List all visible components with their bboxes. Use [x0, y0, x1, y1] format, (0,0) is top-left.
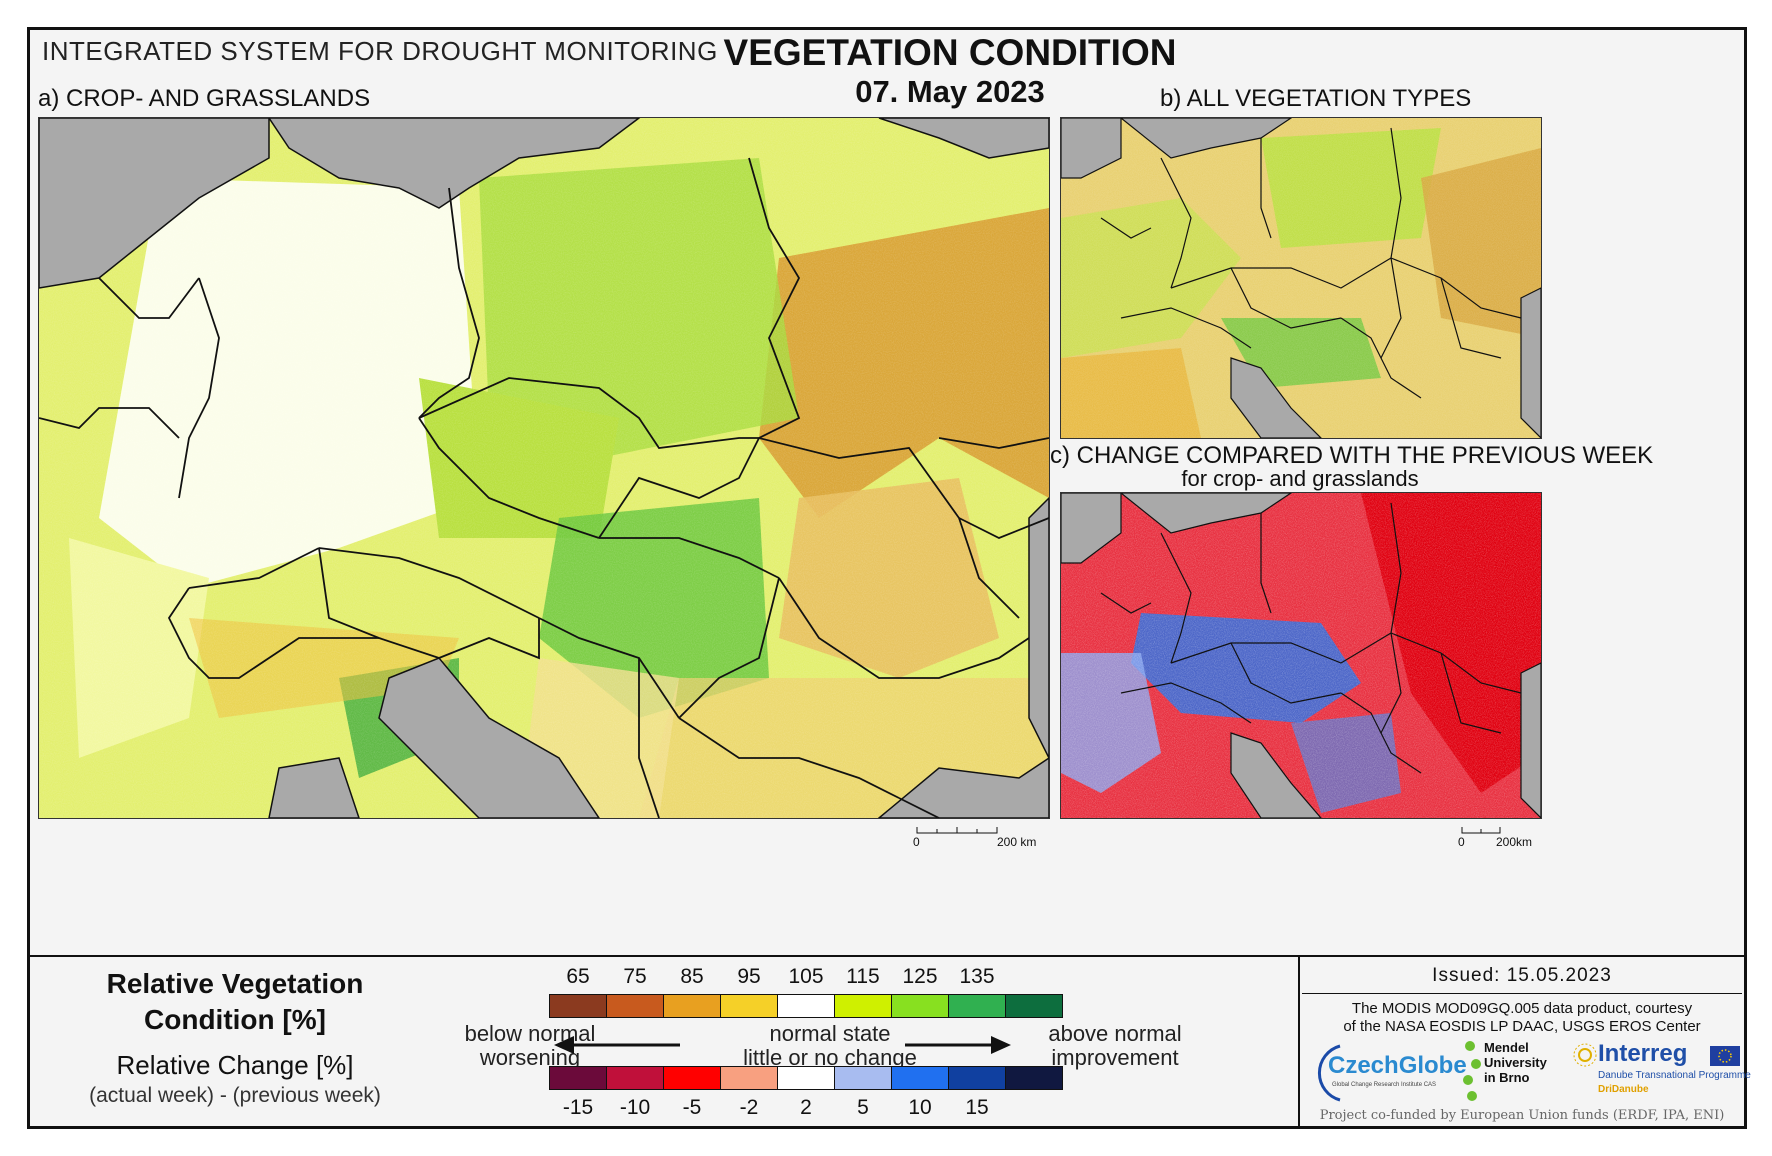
rc-swatch — [834, 1066, 892, 1090]
panel-b-title: b) ALL VEGETATION TYPES — [1160, 85, 1472, 112]
rc-swatch — [1005, 1066, 1063, 1090]
right-arrow-icon — [991, 1036, 1011, 1054]
map-weekly-change — [1060, 492, 1542, 819]
interreg-wordmark: Interreg — [1598, 1040, 1688, 1067]
rc-swatch — [777, 1066, 835, 1090]
rvc-swatch — [948, 994, 1006, 1018]
data-credit-line1: The MODIS MOD09GQ.005 data product, cour… — [1351, 1000, 1693, 1017]
mendel-line1: Mendel — [1484, 1040, 1529, 1055]
mendel-line2: University — [1484, 1055, 1547, 1070]
rc-title: Relative Change [%] — [116, 1050, 354, 1080]
rc-tick-label: 2 — [800, 1096, 812, 1119]
normal-state-line1: normal state — [769, 1021, 891, 1046]
scalebar-c-end: 200km — [1496, 835, 1533, 849]
rvc-title-line2: Condition [%] — [144, 1004, 326, 1035]
panel-c-subtitle: for crop- and grasslands — [1181, 466, 1419, 491]
dridanube-wordmark: DriDanube — [1598, 1084, 1649, 1095]
scalebar-c-graphic — [1461, 827, 1501, 834]
main-title: VEGETATION CONDITION — [723, 32, 1177, 73]
map-all-vegetation — [1060, 117, 1542, 439]
czechglobe-wordmark: CzechGlobe — [1328, 1052, 1467, 1079]
data-credit: The MODIS MOD09GQ.005 data product, cour… — [1302, 1000, 1742, 1036]
date-label: 07. May 2023 — [855, 74, 1045, 109]
czechglobe-logo: CzechGlobe Global Change Research Instit… — [1310, 1042, 1467, 1102]
mendel-dots-icon — [1463, 1041, 1481, 1101]
above-normal-label: above normal improvement — [1015, 1022, 1215, 1070]
normal-state-label: normal state little or no change — [730, 1022, 930, 1070]
rc-swatch — [720, 1066, 778, 1090]
legend-divider — [30, 955, 1744, 957]
rc-tick-label: -2 — [739, 1096, 759, 1119]
system-title: INTEGRATED SYSTEM FOR DROUGHT MONITORING — [42, 36, 718, 66]
rvc-tick-label: 65 — [566, 965, 590, 988]
rvc-swatch — [891, 994, 949, 1018]
rc-swatch — [549, 1066, 607, 1090]
rvc-swatch — [549, 994, 607, 1018]
left-arrow-icon — [554, 1036, 574, 1054]
rvc-tick-label: 95 — [737, 965, 761, 988]
mendel-logo: Mendel University in Brno — [1462, 1040, 1572, 1105]
rc-swatch — [606, 1066, 664, 1090]
above-normal-line2: improvement — [1051, 1045, 1179, 1070]
legend-arrows — [554, 1036, 1011, 1054]
figure-frame: INTEGRATED SYSTEM FOR DROUGHT MONITORING… — [27, 27, 1751, 1129]
scalebar-a-start: 0 — [913, 835, 920, 849]
rc-subtitle: (actual week) - (previous week) — [89, 1084, 381, 1107]
above-normal-line1: above normal — [1048, 1021, 1182, 1046]
rc-tick-label: 10 — [908, 1096, 932, 1119]
rvc-tick-label: 125 — [902, 965, 938, 988]
rvc-tick-label: 115 — [846, 965, 880, 988]
rvc-swatch — [606, 994, 664, 1018]
data-credit-line2: of the NASA EOSDIS LP DAAC, USGS EROS Ce… — [1343, 1018, 1701, 1035]
scalebar-c-start: 0 — [1458, 835, 1465, 849]
rvc-swatch — [834, 994, 892, 1018]
issued-date: Issued: 15.05.2023 — [1432, 965, 1612, 986]
map-c-graphic — [1061, 493, 1541, 818]
panel-a-title: a) CROP- AND GRASSLANDS — [38, 85, 371, 112]
rc-tick-label: 5 — [857, 1096, 869, 1119]
map-crop-grasslands — [38, 117, 1050, 819]
rc-tick-label: -15 — [562, 1096, 594, 1119]
rc-tick-label: -10 — [619, 1096, 651, 1119]
interreg-subline: Danube Transnational Programme — [1598, 1070, 1751, 1081]
interreg-logo: Interreg Danube Transnational Programme … — [1570, 1038, 1751, 1108]
rvc-swatch — [720, 994, 778, 1018]
rvc-colorbar — [549, 994, 1063, 1018]
scalebar-a-graphic — [916, 827, 998, 834]
map-b-graphic — [1061, 118, 1541, 438]
interreg-sun-icon — [1573, 1043, 1597, 1067]
rvc-swatch — [663, 994, 721, 1018]
rvc-swatch — [1005, 994, 1063, 1018]
rvc-tick-label: 135 — [959, 965, 995, 988]
scalebar-a-end: 200 km — [997, 835, 1037, 849]
rvc-title-line1: Relative Vegetation — [106, 968, 364, 999]
rc-swatch — [891, 1066, 949, 1090]
mendel-line3: in Brno — [1484, 1070, 1530, 1085]
rc-colorbar — [549, 1066, 1063, 1090]
below-normal-line2: worsening — [479, 1045, 581, 1070]
below-normal-label: below normal worsening — [430, 1022, 630, 1070]
eu-flag-icon — [1710, 1046, 1740, 1066]
czechglobe-arc-icon — [1317, 1044, 1341, 1102]
rvc-swatch — [777, 994, 835, 1018]
czechglobe-subline: Global Change Research Institute CAS — [1332, 1082, 1437, 1088]
rvc-tick-label: 105 — [788, 965, 824, 988]
normal-state-line2: little or no change — [743, 1045, 917, 1070]
rc-swatch — [948, 1066, 1006, 1090]
rvc-tick-label: 85 — [680, 965, 704, 988]
rvc-tick-label: 75 — [623, 965, 647, 988]
rc-tick-label: -5 — [682, 1096, 702, 1119]
panel-c-title: c) CHANGE COMPARED WITH THE PREVIOUS WEE… — [1050, 442, 1654, 469]
issued-divider — [1298, 955, 1300, 1126]
issued-rule — [1302, 993, 1742, 994]
mendel-wordmark: Mendel University in Brno — [1484, 1040, 1547, 1085]
funding-note: Project co-funded by European Union fund… — [1319, 1108, 1725, 1123]
rc-swatch — [663, 1066, 721, 1090]
map-a-graphic — [39, 118, 1049, 818]
rc-tick-label: 15 — [965, 1096, 989, 1119]
